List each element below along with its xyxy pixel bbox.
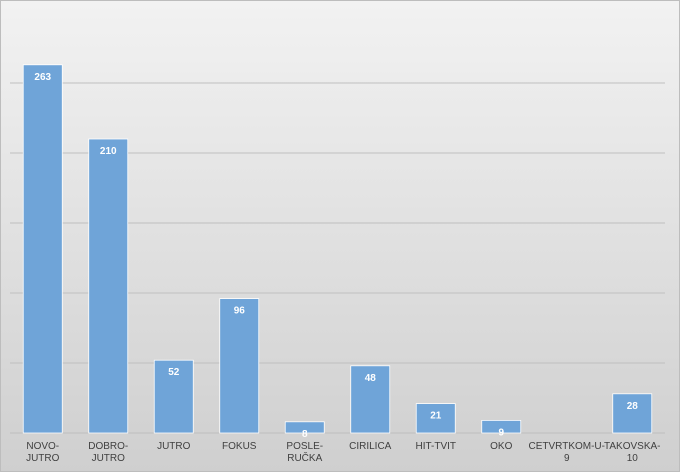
bar (612, 393, 653, 434)
value-label: 263 (34, 72, 51, 83)
value-label: 52 (168, 367, 180, 378)
x-tick-label: POSLE-RUČKA (286, 441, 323, 464)
value-label: 96 (234, 306, 246, 317)
value-label: 8 (302, 429, 308, 440)
bar (350, 365, 391, 434)
x-tick-label: CETVRTKOM-U-9 (529, 441, 605, 464)
value-label: 28 (627, 401, 639, 412)
x-tick-label: OKO (490, 441, 512, 452)
bar (153, 359, 194, 434)
x-tick-label: DOBRO-JUTRO (88, 441, 128, 464)
x-tick-label: CIRILICA (349, 441, 392, 452)
x-tick-label: FOKUS (222, 441, 257, 452)
bar (22, 64, 63, 434)
value-label: 9 (498, 427, 504, 438)
bar (88, 138, 129, 434)
x-tick-label: HIT-TVIT (415, 441, 456, 452)
value-label: 21 (430, 411, 442, 422)
bar (219, 298, 260, 434)
value-label: 210 (100, 146, 117, 157)
x-tick-label: JUTRO (157, 441, 191, 452)
bar (481, 419, 522, 434)
bar (284, 421, 325, 434)
x-tick-label: NOVO-JUTRO (26, 441, 60, 464)
x-tick-label: TAKOVSKA-10 (604, 441, 661, 464)
bar (415, 403, 456, 434)
value-label: 48 (365, 373, 377, 384)
